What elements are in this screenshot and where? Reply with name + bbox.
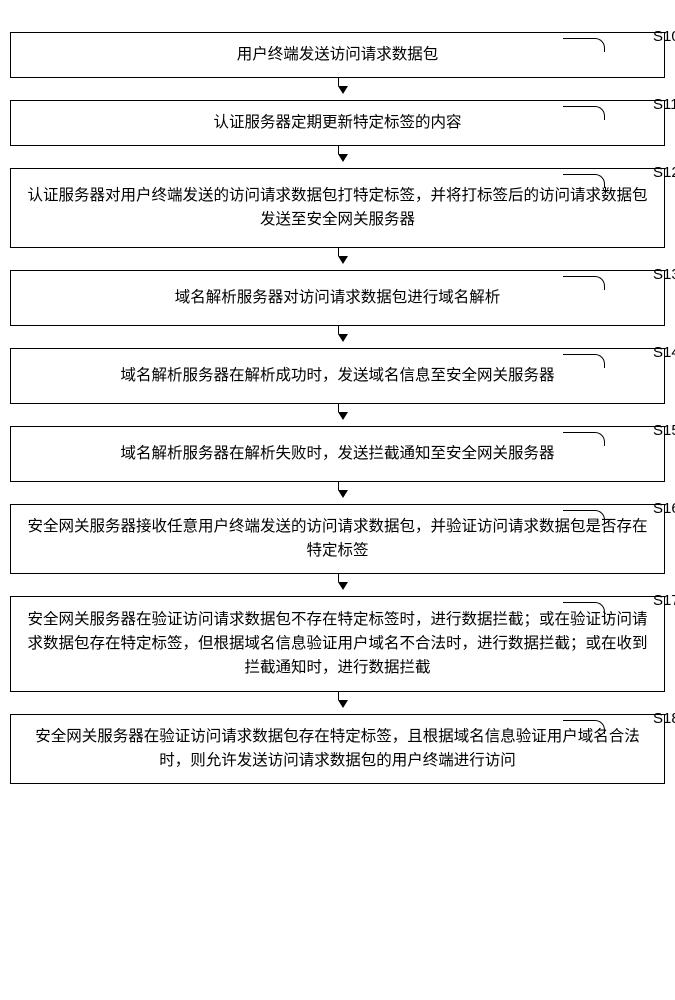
step-id-label: S130 bbox=[653, 266, 675, 283]
step-id-label: S150 bbox=[653, 422, 675, 439]
step-id-label: S180 bbox=[653, 710, 675, 727]
flow-step: S140 域名解析服务器在解析成功时，发送域名信息至安全网关服务器 bbox=[10, 348, 665, 404]
step-text: 安全网关服务器在验证访问请求数据包不存在特定标签时，进行数据拦截；或在验证访问请… bbox=[25, 608, 650, 680]
label-connector bbox=[563, 106, 605, 120]
step-text: 域名解析服务器对访问请求数据包进行域名解析 bbox=[175, 286, 501, 310]
step-id-label: S120 bbox=[653, 164, 675, 181]
flow-step: S120 认证服务器对用户终端发送的访问请求数据包打特定标签，并将打标签后的访问… bbox=[10, 168, 665, 248]
label-connector bbox=[563, 38, 605, 52]
flow-step: S160 安全网关服务器接收任意用户终端发送的访问请求数据包，并验证访问请求数据… bbox=[10, 504, 665, 574]
step-text: 域名解析服务器在解析失败时，发送拦截通知至安全网关服务器 bbox=[120, 442, 554, 466]
step-id-label: S100 bbox=[653, 28, 675, 45]
flow-step: S150 域名解析服务器在解析失败时，发送拦截通知至安全网关服务器 bbox=[10, 426, 665, 482]
label-connector bbox=[563, 354, 605, 368]
step-id-label: S110 bbox=[653, 96, 675, 113]
flowchart-container: S100 用户终端发送访问请求数据包 S110 认证服务器定期更新特定标签的内容… bbox=[10, 32, 665, 784]
step-id-label: S140 bbox=[653, 344, 675, 361]
step-text: 认证服务器对用户终端发送的访问请求数据包打特定标签，并将打标签后的访问请求数据包… bbox=[25, 184, 650, 232]
label-connector bbox=[563, 510, 605, 524]
label-connector bbox=[563, 174, 605, 188]
flow-step: S170 安全网关服务器在验证访问请求数据包不存在特定标签时，进行数据拦截；或在… bbox=[10, 596, 665, 692]
label-connector bbox=[563, 602, 605, 616]
step-text: 安全网关服务器在验证访问请求数据包存在特定标签，且根据域名信息验证用户域名合法时… bbox=[25, 725, 650, 773]
step-id-label: S160 bbox=[653, 500, 675, 517]
label-connector bbox=[563, 276, 605, 290]
step-text: 认证服务器定期更新特定标签的内容 bbox=[213, 111, 461, 135]
step-text: 用户终端发送访问请求数据包 bbox=[237, 43, 439, 67]
step-id-label: S170 bbox=[653, 592, 675, 609]
step-text: 域名解析服务器在解析成功时，发送域名信息至安全网关服务器 bbox=[120, 364, 554, 388]
flow-step: S110 认证服务器定期更新特定标签的内容 bbox=[10, 100, 665, 146]
flow-step: S130 域名解析服务器对访问请求数据包进行域名解析 bbox=[10, 270, 665, 326]
label-connector bbox=[563, 432, 605, 446]
flow-step: S100 用户终端发送访问请求数据包 bbox=[10, 32, 665, 78]
step-text: 安全网关服务器接收任意用户终端发送的访问请求数据包，并验证访问请求数据包是否存在… bbox=[25, 515, 650, 563]
flow-step: S180 安全网关服务器在验证访问请求数据包存在特定标签，且根据域名信息验证用户… bbox=[10, 714, 665, 784]
label-connector bbox=[563, 720, 605, 734]
